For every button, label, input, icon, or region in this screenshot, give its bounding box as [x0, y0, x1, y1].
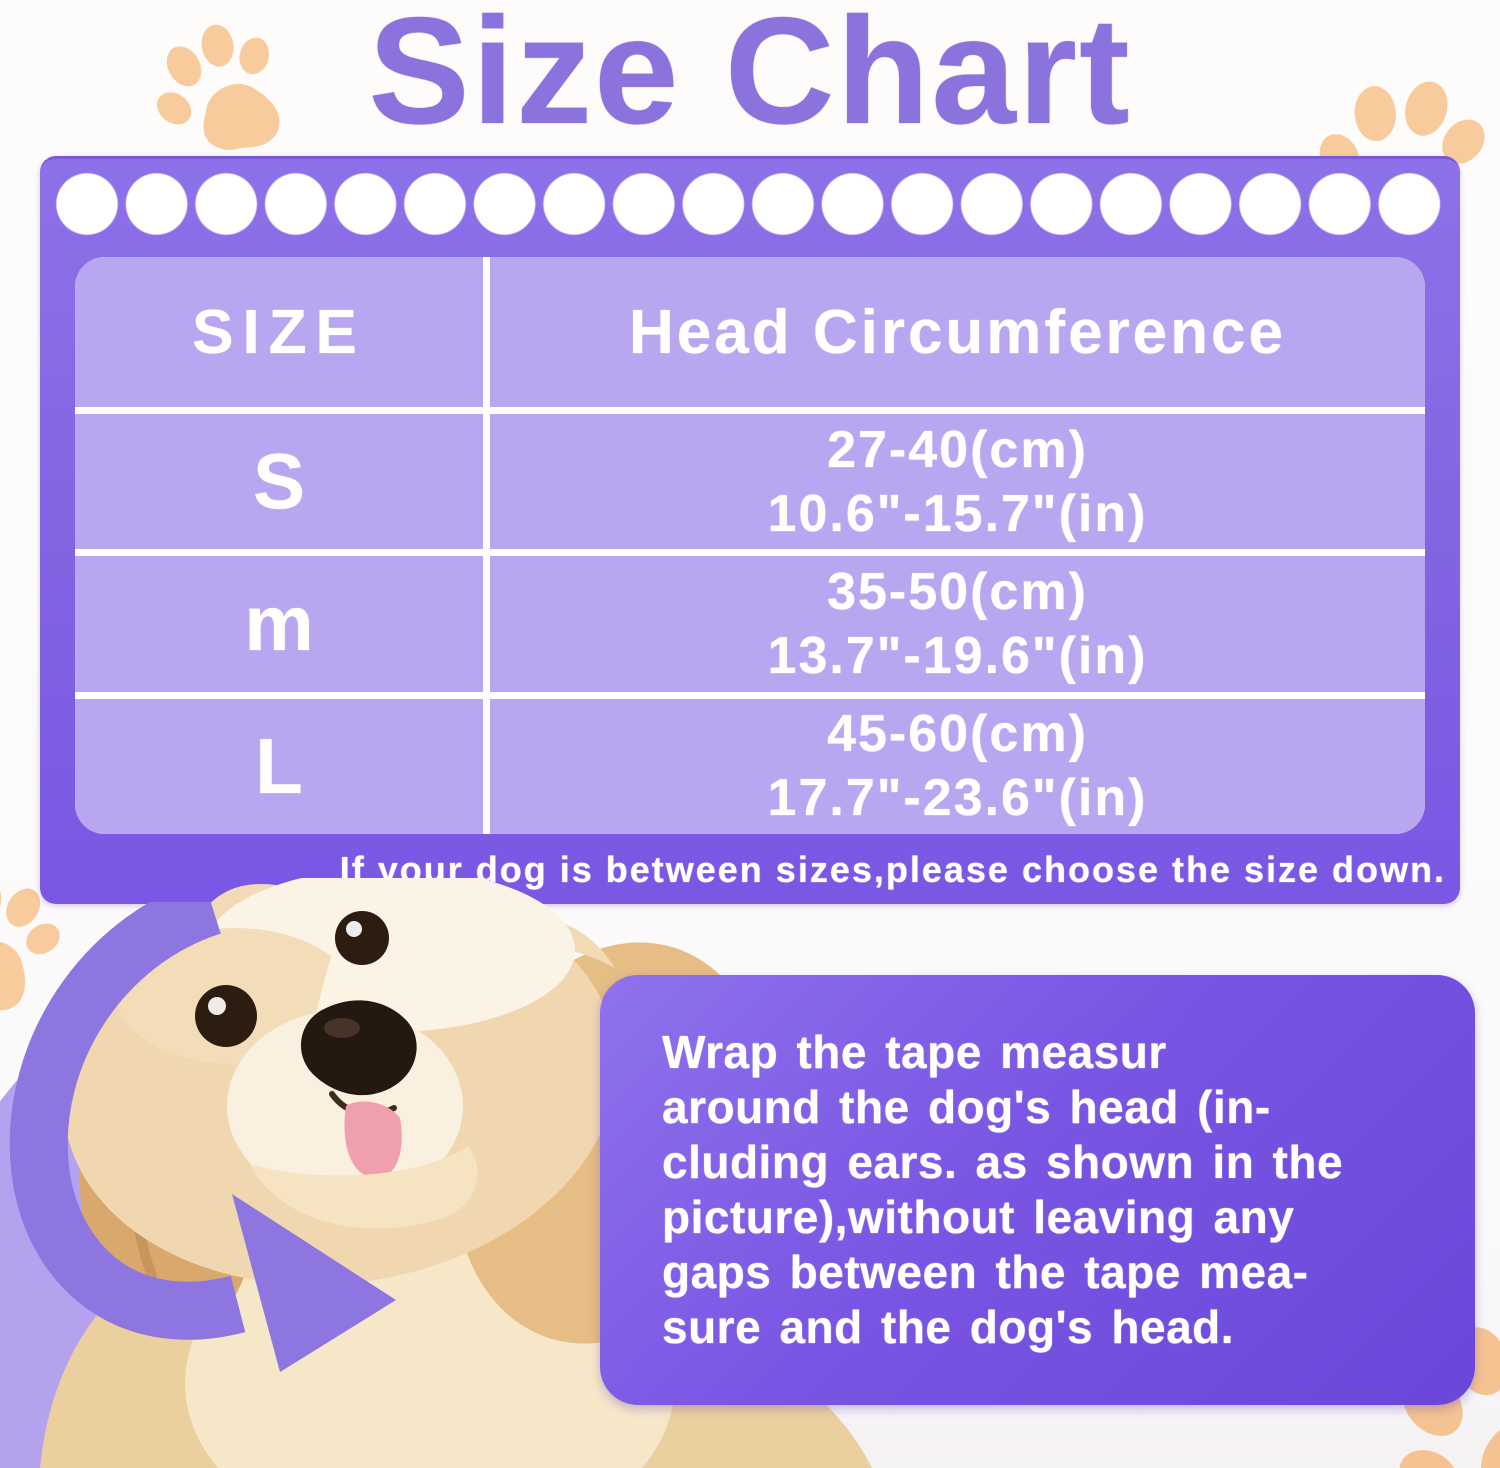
wrap-arrow-icon: [9, 902, 396, 1372]
value-in: 17.7"-23.6"(in): [767, 769, 1148, 828]
page-title: Size Chart: [368, 0, 1132, 156]
table-row-size-s: S: [75, 414, 483, 550]
value-cm: 35-50(cm): [827, 562, 1088, 621]
column-header-head-circumference: Head Circumference: [490, 257, 1425, 407]
value-cm: 45-60(cm): [827, 705, 1088, 764]
table-row-size-l: L: [75, 698, 483, 834]
dots-strip: [54, 171, 1446, 237]
table-row-value-m: 35-50(cm) 13.7"-19.6"(in): [490, 556, 1425, 692]
size-chart-table: SIZE Head Circumference S 27-40(cm) 10.6…: [40, 156, 1460, 904]
between-sizes-note: If your dog is between sizes,please choo…: [339, 849, 1446, 890]
value-cm: 27-40(cm): [827, 420, 1088, 479]
size-grid: SIZE Head Circumference S 27-40(cm) 10.6…: [75, 257, 1425, 834]
table-row-value-l: 45-60(cm) 17.7"-23.6"(in): [490, 698, 1425, 834]
column-header-size: SIZE: [75, 257, 483, 407]
value-in: 10.6"-15.7"(in): [767, 484, 1148, 543]
value-in: 13.7"-19.6"(in): [767, 626, 1148, 685]
table-row-size-m: m: [75, 556, 483, 692]
measuring-instruction-text: Wrap the tape measur around the dog's he…: [662, 1026, 1344, 1353]
table-row-value-s: 27-40(cm) 10.6"-15.7"(in): [490, 414, 1425, 550]
measuring-instruction-box: Wrap the tape measur around the dog's he…: [600, 975, 1475, 1405]
